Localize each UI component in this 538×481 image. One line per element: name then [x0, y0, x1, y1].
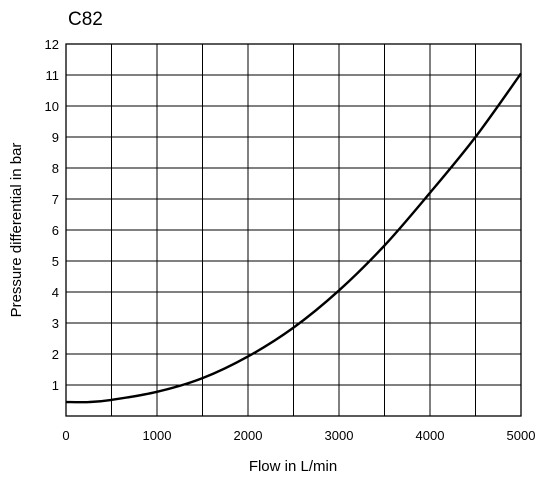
x-tick-label: 1000 [143, 428, 172, 443]
series-line [65, 72, 522, 404]
y-tick-label: 3 [52, 316, 59, 331]
y-tick-label: 4 [52, 285, 59, 300]
x-ticks: 0 1000 2000 3000 4000 5000 [62, 428, 535, 443]
y-tick-label: 8 [52, 161, 59, 176]
x-tick-label: 4000 [416, 428, 445, 443]
y-tick-label: 1 [52, 378, 59, 393]
y-tick-label: 2 [52, 347, 59, 362]
x-tick-label: 5000 [507, 428, 536, 443]
y-axis-label: Pressure differential in bar [8, 143, 25, 318]
y-tick-label: 6 [52, 223, 59, 238]
y-tick-label: 10 [45, 99, 59, 114]
x-axis-label: Flow in L/min [249, 458, 337, 475]
plot-frame [65, 43, 522, 417]
series [65, 72, 522, 404]
x-tick-label: 2000 [234, 428, 263, 443]
chart-title: C82 [68, 9, 103, 30]
x-tick-label: 0 [62, 428, 69, 443]
y-tick-label: 7 [52, 192, 59, 207]
y-tick-label: 11 [46, 68, 60, 83]
x-tick-label: 3000 [325, 428, 354, 443]
y-tick-label: 5 [52, 254, 59, 269]
y-tick-label: 9 [52, 130, 59, 145]
y-tick-label: 12 [45, 37, 59, 52]
grid [66, 44, 521, 416]
